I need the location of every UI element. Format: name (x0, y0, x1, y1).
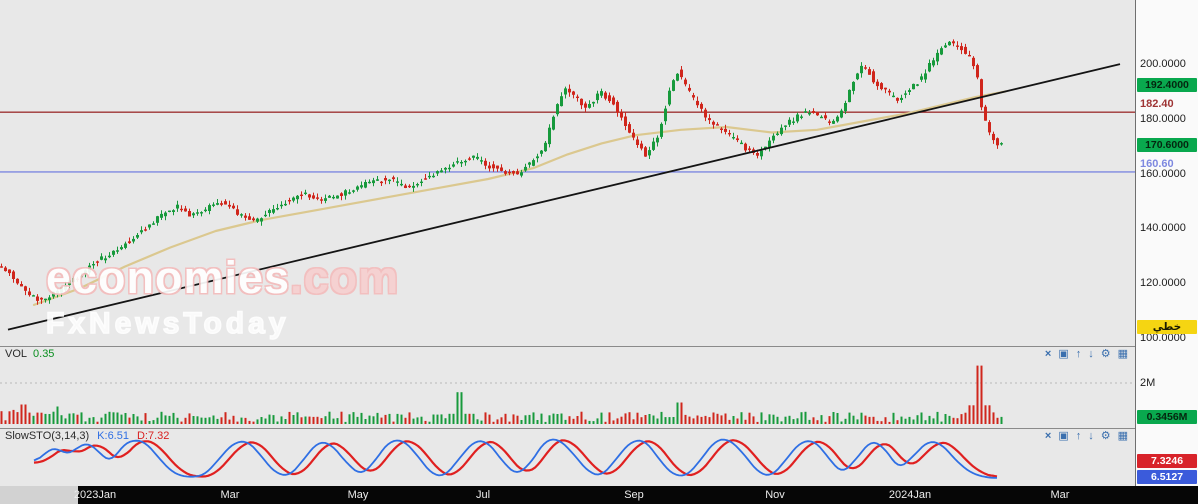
level-price-label: 160.60 (1140, 158, 1174, 170)
volume-header: VOL 0.35 (5, 348, 54, 360)
time-axis-label: Mar (1050, 489, 1070, 501)
move-down-icon[interactable]: ↓ (1088, 430, 1094, 442)
close-icon[interactable]: × (1044, 348, 1052, 360)
price-tick-label: 100.0000 (1140, 332, 1186, 344)
last-price-badge: 170.6000 (1137, 138, 1197, 152)
sto-d-badge: 7.3246 (1137, 454, 1197, 468)
price-tick-label: 200.0000 (1140, 58, 1186, 70)
sto-header: SlowSTO(3,14,3) K:6.51 D:7.32 (5, 430, 169, 442)
main-chart-panel[interactable]: economies.com FxNewsToday (0, 0, 1135, 347)
volume-tick-label: 2M (1140, 377, 1156, 389)
slow-stochastic-panel[interactable]: SlowSTO(3,14,3) K:6.51 D:7.32 × ▣ ↑ ↓ ⚙ ▦ (0, 429, 1135, 486)
price-badge: 192.4000 (1137, 78, 1197, 92)
level-price-label: 182.40 (1140, 98, 1174, 110)
price-axis: 200.0000 180.0000 160.0000 140.0000 120.0000… (1135, 0, 1198, 486)
price-tick-label: 140.0000 (1140, 222, 1186, 234)
close-icon[interactable]: × (1044, 430, 1052, 442)
candlestick-chart[interactable] (0, 0, 1135, 346)
sto-toolbar: × ▣ ↑ ↓ ⚙ ▦ (1045, 430, 1128, 443)
dots-grid-icon[interactable]: ▦ (1117, 348, 1128, 360)
restore-window-icon[interactable]: ▣ (1058, 430, 1069, 442)
move-up-icon[interactable]: ↑ (1075, 348, 1082, 360)
volume-panel[interactable]: VOL 0.35 × ▣ ↑ ↓ ⚙ ▦ (0, 347, 1135, 429)
volume-badge: 0.3456M (1137, 410, 1197, 424)
time-axis-label: Sep (624, 489, 644, 501)
time-axis-label: 2023Jan (73, 489, 117, 501)
axis-corner (0, 486, 78, 504)
time-axis-label: 2024Jan (888, 489, 932, 501)
volume-label: VOL (5, 348, 28, 360)
settings-icon[interactable]: ⚙ (1100, 430, 1111, 442)
sto-k-badge: 6.5127 (1137, 470, 1197, 484)
volume-bars-chart[interactable] (0, 347, 1135, 428)
sto-label: SlowSTO(3,14,3) (5, 430, 90, 442)
scale-type-badge[interactable]: خطي (1137, 320, 1197, 334)
time-axis-label: Jul (475, 489, 491, 501)
move-up-icon[interactable]: ↑ (1075, 430, 1082, 442)
price-tick-label: 120.0000 (1140, 277, 1186, 289)
price-tick-label: 160.0000 (1140, 168, 1186, 180)
move-down-icon[interactable]: ↓ (1088, 348, 1094, 360)
time-axis: 2023Jan Mar May Jul Sep Nov 2024Jan Mar (0, 486, 1198, 504)
time-axis-label: Mar (220, 489, 240, 501)
time-axis-label: May (347, 489, 369, 501)
volume-toolbar: × ▣ ↑ ↓ ⚙ ▦ (1045, 348, 1128, 361)
time-axis-label: Nov (765, 489, 785, 501)
sto-k-value: K:6.51 (97, 430, 129, 442)
sto-d-value: D:7.32 (136, 430, 170, 442)
restore-window-icon[interactable]: ▣ (1058, 348, 1069, 360)
settings-icon[interactable]: ⚙ (1100, 348, 1111, 360)
volume-value: 0.35 (33, 348, 55, 360)
price-tick-label: 180.0000 (1140, 113, 1186, 125)
dots-grid-icon[interactable]: ▦ (1117, 430, 1128, 442)
slow-stochastic-chart[interactable] (0, 429, 1135, 486)
